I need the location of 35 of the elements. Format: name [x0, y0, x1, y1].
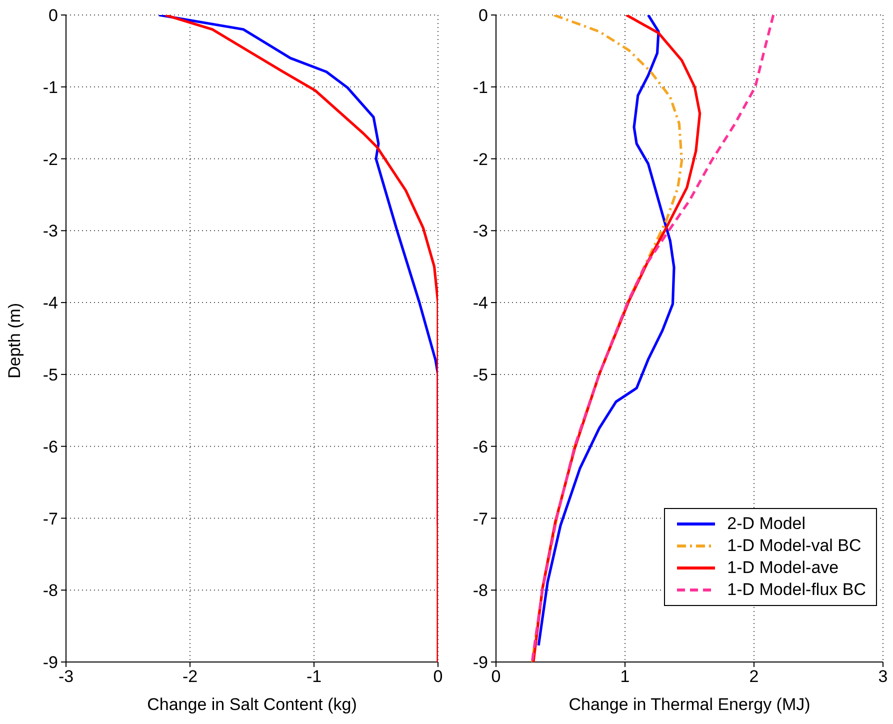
y-tick-label: -4 — [472, 294, 488, 313]
y-tick-label: -1 — [472, 78, 488, 97]
x-tick-label: -2 — [182, 667, 198, 686]
y-tick-label: 0 — [48, 6, 58, 26]
x-axis-title: Change in Thermal Energy (MJ) — [568, 695, 810, 714]
x-axis-title: Change in Salt Content (kg) — [147, 695, 357, 714]
y-tick-label: -6 — [472, 437, 488, 456]
y-tick-label: -2 — [42, 150, 58, 169]
y-tick-label: 0 — [478, 6, 488, 26]
x-tick-label: -3 — [58, 667, 74, 686]
x-tick-label: -1 — [306, 667, 322, 686]
y-tick-label: -5 — [42, 365, 58, 384]
legend-label: 1-D Model-val BC — [727, 536, 862, 556]
x-tick-label: 3 — [878, 667, 888, 686]
y-tick-label: -3 — [42, 222, 58, 241]
x-tick-label: 2 — [749, 667, 759, 686]
y-tick-label: -8 — [472, 581, 488, 600]
y-tick-label: -1 — [42, 78, 58, 97]
x-tick-label: 0 — [491, 667, 501, 686]
y-tick-label: -6 — [42, 437, 58, 456]
y-tick-label: -2 — [472, 150, 488, 169]
y-tick-label: -3 — [472, 222, 488, 241]
y-tick-label: -9 — [472, 653, 488, 672]
legend-label: 1-D Model-ave — [727, 558, 839, 578]
y-tick-label: -5 — [472, 365, 488, 384]
y-tick-label: -4 — [42, 294, 58, 313]
y-tick-label: -8 — [42, 581, 58, 600]
legend-label: 2-D Model — [727, 514, 806, 534]
y-tick-label: -7 — [472, 509, 488, 528]
x-tick-label: 1 — [620, 667, 630, 686]
x-tick-label: 0 — [433, 667, 443, 686]
y-axis-title: Depth (m) — [5, 302, 24, 378]
legend-label: 1-D Model-flux BC — [727, 580, 866, 600]
y-tick-label: -7 — [42, 509, 58, 528]
y-tick-label: -9 — [42, 653, 58, 672]
